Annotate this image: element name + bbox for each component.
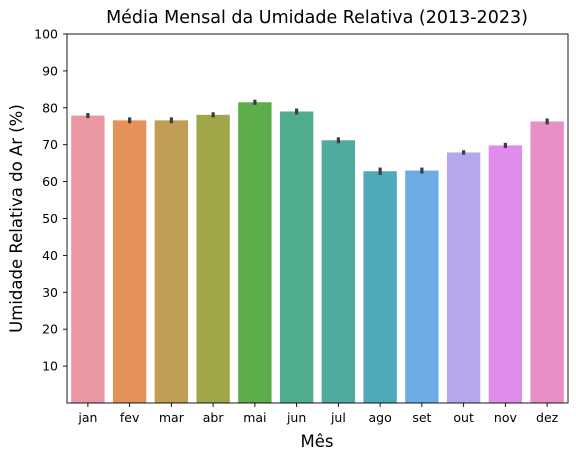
bar-nov: [488, 145, 523, 404]
x-axis-label: Mês: [301, 432, 334, 451]
y-tick-label: 20: [42, 322, 58, 337]
bar-abr: [196, 114, 230, 403]
bar-fev: [112, 120, 147, 403]
x-tick-label: set: [412, 410, 431, 425]
x-tick-label: mai: [243, 410, 266, 425]
y-tick-label: 40: [42, 248, 58, 263]
x-tick-label: jun: [286, 410, 306, 425]
bar-jun: [279, 111, 314, 404]
bar-ago: [363, 171, 397, 403]
x-tick-label: fev: [120, 410, 140, 425]
x-axis-ticks: jan fev mar abr mai jun jul ago set out nov dez: [77, 403, 559, 425]
y-tick-label: 60: [42, 174, 58, 189]
bar-out: [446, 152, 481, 403]
x-tick-label: nov: [494, 410, 518, 425]
error-bars-group: [86, 99, 549, 175]
bars-group: [71, 102, 564, 404]
x-tick-label: jul: [330, 410, 346, 425]
bar-mai: [238, 102, 272, 403]
y-tick-label: 100: [34, 27, 58, 42]
y-tick-label: 90: [42, 63, 58, 78]
bar-jul: [321, 140, 356, 403]
y-axis-ticks: 10 20 30 40 50 60 70 80 90 100: [34, 27, 67, 374]
x-tick-label: ago: [369, 410, 392, 425]
bar-mar: [154, 120, 189, 403]
x-tick-label: dez: [536, 410, 559, 425]
chart-title: Média Mensal da Umidade Relativa (2013-2…: [106, 8, 528, 28]
plot-frame: [66, 33, 569, 404]
y-axis-label: Umidade Relativa do Ar (%): [7, 104, 26, 333]
x-tick-label: out: [453, 410, 474, 425]
bar-dez: [530, 121, 564, 403]
y-tick-label: 50: [42, 211, 58, 226]
x-tick-label: mar: [159, 410, 185, 425]
y-tick-label: 70: [42, 137, 58, 152]
bar-jan: [71, 115, 105, 403]
x-tick-label: abr: [203, 410, 225, 425]
y-tick-label: 80: [42, 100, 58, 115]
y-tick-label: 10: [42, 359, 58, 374]
y-tick-label: 30: [42, 285, 58, 300]
bar-set: [405, 170, 439, 403]
x-tick-label: jan: [77, 410, 97, 425]
